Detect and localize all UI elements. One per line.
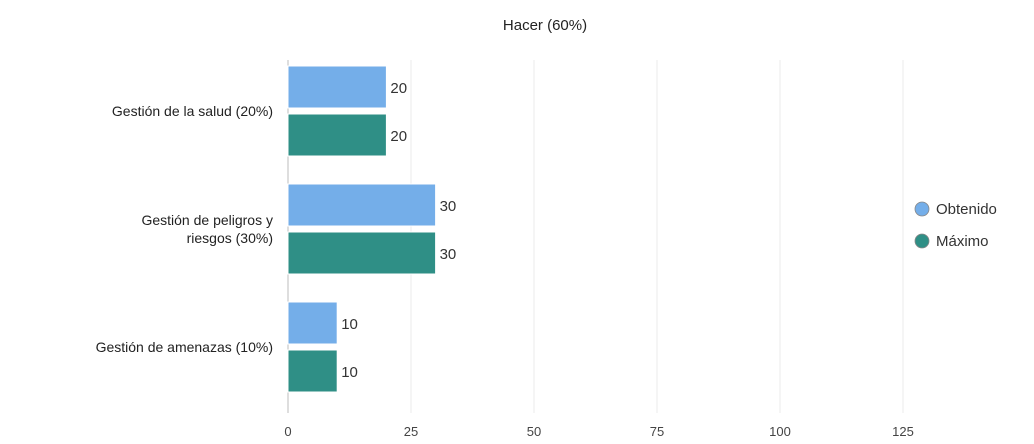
x-tick-label: 25 xyxy=(404,424,418,439)
legend-marker xyxy=(914,233,930,249)
x-tick-label: 50 xyxy=(527,424,541,439)
bar xyxy=(287,113,387,157)
bar xyxy=(287,301,338,345)
category-label: Gestión de amenazas (10%) xyxy=(96,339,273,355)
bar xyxy=(287,65,387,109)
bars: 20 20 30 30 10 10 xyxy=(287,65,457,393)
legend-label: Obtenido xyxy=(936,201,997,218)
data-label: 30 xyxy=(440,198,457,215)
x-tick-label: 75 xyxy=(650,424,664,439)
data-label: 10 xyxy=(341,364,358,381)
chart-title: Hacer (60%) xyxy=(503,17,587,34)
category-label: riesgos (30%) xyxy=(187,230,273,246)
bar xyxy=(287,183,437,227)
category-label: Gestión de la salud (20%) xyxy=(112,103,273,119)
bar xyxy=(287,231,437,275)
x-axis-ticks: 0 25 50 75 100 125 xyxy=(284,424,913,439)
x-tick-label: 125 xyxy=(892,424,914,439)
data-label: 20 xyxy=(390,80,407,97)
legend: Obtenido Máximo xyxy=(914,201,997,250)
x-tick-label: 0 xyxy=(284,424,291,439)
bar xyxy=(287,349,338,393)
data-label: 10 xyxy=(341,316,358,333)
category-label: Gestión de peligros y xyxy=(141,212,273,228)
legend-marker xyxy=(914,201,930,217)
data-label: 20 xyxy=(390,128,407,145)
x-tick-label: 100 xyxy=(769,424,791,439)
data-label: 30 xyxy=(440,246,457,263)
category-labels: Gestión de la salud (20%) Gestión de peli… xyxy=(96,103,273,355)
legend-label: Máximo xyxy=(936,233,989,250)
